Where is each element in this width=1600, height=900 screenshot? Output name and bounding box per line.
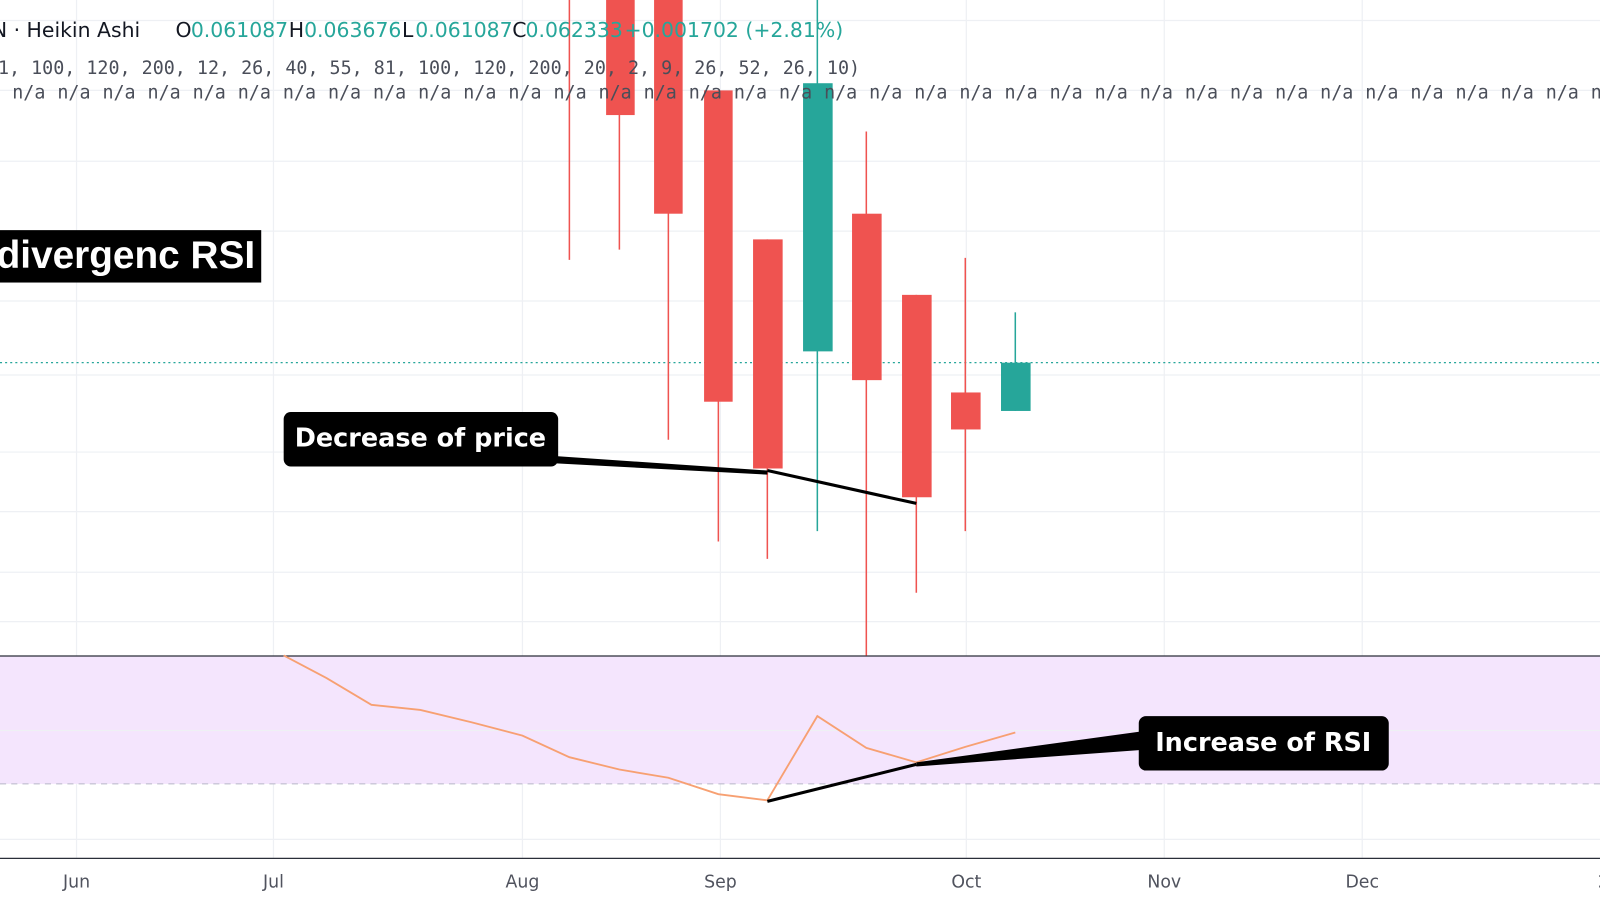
na-value: n/a bbox=[12, 82, 45, 103]
symbol: N · Heikin Ashi bbox=[0, 18, 140, 42]
na-value: n/a bbox=[463, 82, 496, 103]
na-value: n/a bbox=[1275, 82, 1308, 103]
na-value: n/a bbox=[1365, 82, 1398, 103]
indicator-values: n/a n/a n/a n/a n/a n/a n/a n/a n/a n/a n/a n/a n/a n… bbox=[12, 82, 1600, 103]
na-value: n/a bbox=[193, 82, 226, 103]
ohlc-value: 0.061087 bbox=[191, 18, 288, 42]
na-value: n/a bbox=[1050, 82, 1083, 103]
callout-pointer bbox=[916, 731, 1141, 767]
x-tick-label: Jul bbox=[262, 873, 284, 893]
x-tick-label: 2 bbox=[1598, 873, 1600, 893]
na-value: n/a bbox=[1410, 82, 1443, 103]
na-value: n/a bbox=[644, 82, 677, 103]
na-value: n/a bbox=[689, 82, 722, 103]
ohlc-label: H bbox=[289, 18, 304, 42]
callout-pointer bbox=[556, 456, 768, 475]
indicator-params: 1, 100, 120, 200, 12, 26, 40, 55, 81, 10… bbox=[0, 58, 860, 79]
callout-box bbox=[283, 411, 559, 467]
na-value: n/a bbox=[283, 82, 316, 103]
candles bbox=[568, 0, 1031, 656]
x-tick-label: Dec bbox=[1345, 873, 1379, 893]
na-value: n/a bbox=[824, 82, 857, 103]
na-value: n/a bbox=[1095, 82, 1128, 103]
na-value: n/a bbox=[1140, 82, 1173, 103]
na-value: n/a bbox=[373, 82, 406, 103]
x-tick-label: Aug bbox=[506, 873, 540, 893]
callout-text: Increase of RSI bbox=[1155, 728, 1371, 758]
ohlc-value: 0.063676 bbox=[304, 18, 401, 42]
na-value: n/a bbox=[102, 82, 135, 103]
ohlc-label: C bbox=[512, 18, 526, 42]
ohlc-label: L bbox=[402, 18, 414, 42]
x-tick-label: Oct bbox=[951, 873, 981, 893]
na-value: n/a bbox=[1004, 82, 1037, 103]
na-value: n/a bbox=[914, 82, 947, 103]
na-value: n/a bbox=[1455, 82, 1488, 103]
na-value: n/a bbox=[1185, 82, 1218, 103]
na-value: n/a bbox=[418, 82, 451, 103]
grid bbox=[0, 0, 1600, 858]
x-tick-label: Nov bbox=[1147, 873, 1181, 893]
x-tick-label: Sep bbox=[704, 873, 737, 893]
trend-line bbox=[766, 762, 917, 803]
na-value: n/a bbox=[1320, 82, 1353, 103]
na-value: n/a bbox=[1501, 82, 1534, 103]
ohlc-value: 0.062333 bbox=[526, 18, 623, 42]
na-value: n/a bbox=[508, 82, 541, 103]
na-value: n/a bbox=[734, 82, 767, 103]
trend-line bbox=[767, 469, 917, 505]
x-tick-label: Jun bbox=[62, 873, 90, 893]
title: divergenc RSI bbox=[0, 234, 255, 277]
ohlc-value: 0.061087 bbox=[415, 18, 512, 42]
na-value: n/a bbox=[1230, 82, 1263, 103]
callout-text: Decrease of price bbox=[295, 424, 546, 454]
na-value: n/a bbox=[599, 82, 632, 103]
na-value: n/a bbox=[869, 82, 902, 103]
callout-box bbox=[1138, 716, 1389, 771]
na-value: n/a bbox=[148, 82, 181, 103]
na-value: n/a bbox=[779, 82, 812, 103]
change: +0.001702 (+2.81%) bbox=[624, 18, 843, 42]
title-box bbox=[0, 230, 262, 283]
na-value: n/a bbox=[1546, 82, 1579, 103]
na-value: n/a bbox=[553, 82, 586, 103]
na-value: n/a bbox=[1591, 82, 1600, 103]
rsi-line bbox=[283, 654, 1016, 802]
na-value: n/a bbox=[328, 82, 361, 103]
time-axis: Jun Jul Aug Sep Oct Nov Dec 2 bbox=[62, 873, 1600, 893]
na-value: n/a bbox=[57, 82, 90, 103]
na-value: n/a bbox=[959, 82, 992, 103]
na-value: n/a bbox=[238, 82, 271, 103]
ohlc-label: O bbox=[176, 18, 192, 42]
